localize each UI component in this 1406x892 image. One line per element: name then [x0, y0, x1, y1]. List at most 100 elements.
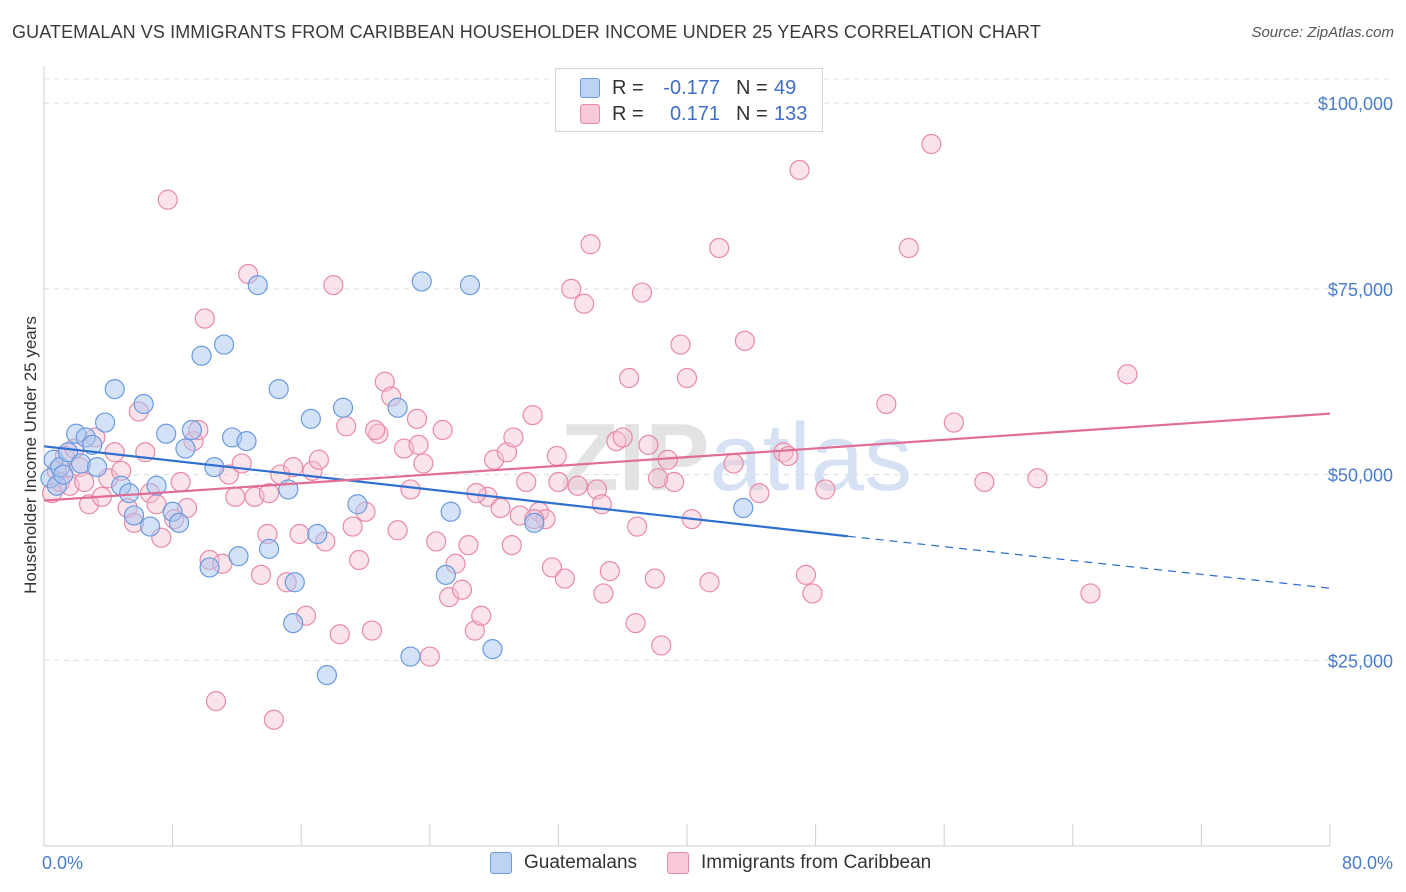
caribbean-point [644, 568, 665, 589]
guatemalan-point [123, 505, 145, 526]
caribbean-point [308, 449, 329, 470]
guatemalan-point [82, 434, 103, 455]
caribbean-point [599, 561, 620, 582]
caribbean-point [647, 468, 669, 489]
caribbean-point [974, 471, 995, 493]
caribbean-point [1027, 468, 1048, 489]
caribbean-point [365, 419, 386, 441]
source-label: Source: ZipAtlas.com [1251, 24, 1394, 41]
guatemalan-point [347, 494, 368, 515]
guatemalan-point [400, 646, 421, 667]
guatemalan-point [94, 412, 116, 433]
caribbean-point [591, 494, 612, 515]
guatemalan-point [199, 557, 220, 578]
x-tick-right: 80.0% [1342, 853, 1393, 873]
caribbean-point [348, 549, 370, 571]
guatemalan-point [104, 379, 125, 400]
legend-label-caribbean: Immigrants from Caribbean [701, 852, 932, 873]
caribbean-point [876, 393, 897, 415]
guatemalan-trend-extension [847, 535, 1331, 589]
caribbean-point [815, 479, 836, 500]
caribbean-point [802, 583, 823, 604]
axes [43, 66, 1331, 847]
y-tick-label: $50,000 [1328, 466, 1393, 486]
guatemalan-point [168, 512, 190, 533]
guatemalan-point [733, 497, 754, 519]
legend-r-value: -0.177 [663, 76, 720, 99]
caribbean-point [361, 620, 383, 641]
caribbean-point [664, 471, 685, 493]
correlation-legend: R = -0.177 N = 49 R = 0.171 N = 133 [555, 68, 823, 132]
caribbean-point [329, 624, 350, 645]
blue-swatch [580, 78, 600, 98]
guatemalan-point [86, 457, 108, 478]
caribbean-point [612, 427, 633, 448]
guatemalan-point [268, 379, 289, 400]
guatemalan-point [119, 483, 140, 504]
guatemalan-point [482, 639, 503, 660]
caribbean-point [943, 412, 964, 433]
legend-n-label: N = [736, 102, 768, 125]
pink-swatch [580, 104, 600, 124]
caribbean-point [194, 308, 215, 329]
caribbean-point [368, 423, 389, 444]
caribbean-point [627, 516, 648, 537]
caribbean-point [749, 483, 770, 504]
caribbean-point [205, 691, 227, 712]
caribbean-point [723, 453, 744, 474]
caribbean-point [503, 427, 524, 448]
blue-swatch [490, 852, 512, 874]
caribbean-point [1117, 364, 1138, 385]
caribbean-point [501, 535, 522, 556]
caribbean-point [561, 278, 582, 299]
tick-labels: $25,000 $50,000 $75,000 $100,000 [1318, 94, 1393, 671]
caribbean-point [554, 568, 575, 589]
caribbean-point [419, 646, 440, 667]
caribbean-point [651, 635, 672, 656]
legend-row-caribbean: R = 0.171 N = 133 [580, 102, 814, 126]
caribbean-point [734, 330, 755, 351]
legend-n-value: 49 [774, 76, 797, 99]
series-legend: Guatemalans Immigrants from Caribbean [490, 852, 961, 874]
caribbean-point [921, 133, 942, 155]
guatemalan-point [236, 431, 257, 452]
caribbean-point [323, 275, 344, 296]
caribbean-point [567, 475, 588, 496]
caribbean-point [250, 564, 272, 585]
caribbean-point [670, 334, 691, 355]
caribbean-point [374, 371, 395, 392]
caribbean-point [289, 523, 310, 545]
caribbean-point [1080, 583, 1101, 604]
caribbean-point [522, 405, 543, 426]
blue-series-points [40, 271, 754, 686]
caribbean-point [283, 457, 304, 478]
guatemalan-point [213, 334, 235, 355]
caribbean-point [406, 408, 428, 429]
guatemalan-point [435, 564, 456, 585]
caribbean-point [408, 434, 429, 455]
caribbean-point [451, 579, 473, 600]
caribbean-point [586, 479, 608, 500]
pink-swatch [667, 852, 690, 874]
caribbean-point [699, 572, 720, 593]
guatemalan-point [139, 516, 161, 537]
legend-r-label: R = [612, 102, 644, 125]
trend-lines [43, 412, 1331, 589]
guatemalan-point [300, 408, 321, 429]
caribbean-point [78, 494, 100, 515]
guatemalan-point [181, 419, 202, 441]
caribbean-point [387, 520, 408, 541]
guatemalan-point [284, 572, 305, 593]
legend-n-label: N = [736, 76, 768, 99]
caribbean-point [400, 479, 421, 500]
caribbean-point [574, 293, 595, 314]
caribbean-point [438, 587, 460, 608]
caribbean-point [258, 483, 280, 504]
caribbean-point [631, 282, 653, 303]
guatemalan-point [258, 538, 280, 559]
caribbean-point [458, 535, 479, 556]
caribbean-point [157, 189, 178, 210]
guatemalan-point [307, 523, 328, 545]
guatemalan-point [228, 546, 249, 567]
caribbean-point [541, 557, 563, 578]
